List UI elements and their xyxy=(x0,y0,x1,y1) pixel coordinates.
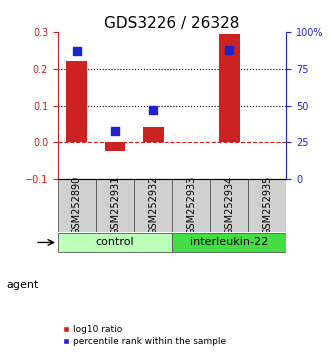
FancyBboxPatch shape xyxy=(58,233,172,252)
Bar xyxy=(219,34,240,142)
FancyBboxPatch shape xyxy=(210,179,248,232)
Text: GSM252933: GSM252933 xyxy=(186,176,196,235)
Text: GSM252932: GSM252932 xyxy=(148,176,158,235)
Text: GSM252934: GSM252934 xyxy=(224,176,234,235)
Bar xyxy=(67,61,87,142)
Text: GSM252935: GSM252935 xyxy=(262,176,272,235)
Point xyxy=(226,47,232,52)
FancyBboxPatch shape xyxy=(58,179,96,232)
Title: GDS3226 / 26328: GDS3226 / 26328 xyxy=(105,16,240,31)
Point xyxy=(150,107,156,113)
Bar xyxy=(143,127,164,142)
Text: GSM252931: GSM252931 xyxy=(110,176,120,235)
FancyBboxPatch shape xyxy=(134,179,172,232)
Text: agent: agent xyxy=(7,280,39,290)
FancyBboxPatch shape xyxy=(172,233,286,252)
FancyBboxPatch shape xyxy=(172,179,210,232)
Point xyxy=(74,48,79,54)
Text: interleukin-22: interleukin-22 xyxy=(190,238,268,247)
Bar xyxy=(105,142,125,150)
Point xyxy=(112,128,118,133)
FancyBboxPatch shape xyxy=(248,179,286,232)
Text: GSM252890: GSM252890 xyxy=(72,176,82,235)
Text: control: control xyxy=(96,238,134,247)
Legend: log10 ratio, percentile rank within the sample: log10 ratio, percentile rank within the … xyxy=(63,325,226,346)
FancyBboxPatch shape xyxy=(96,179,134,232)
